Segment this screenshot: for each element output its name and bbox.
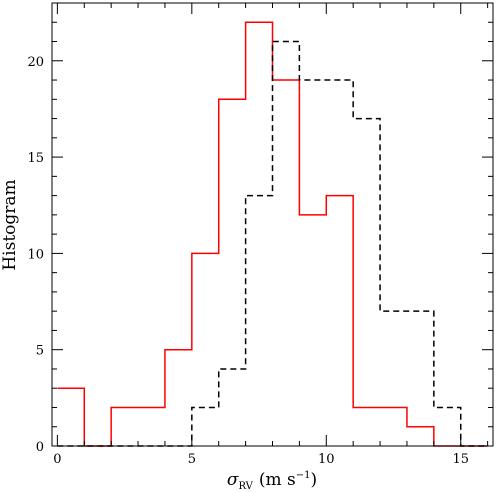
- y-tick-label: 15: [27, 151, 44, 166]
- y-tick-label: 0: [36, 440, 44, 455]
- histogram-series-2: [57, 40, 488, 447]
- y-axis-label: Histogram: [0, 179, 20, 270]
- x-axis-label-subscript: RV: [238, 481, 253, 492]
- histogram-series-1: [57, 21, 488, 447]
- x-tick-label: 5: [188, 452, 196, 467]
- x-axis-label-units: (m s: [259, 470, 296, 490]
- axes: 0 5 10 15 0 5 10 15 20: [27, 2, 494, 467]
- y-tick-label: 20: [27, 55, 44, 70]
- x-axis-label: σRV (m s−1): [227, 470, 317, 492]
- x-tick-label: 0: [53, 452, 61, 467]
- y-tick-label: 5: [36, 344, 44, 359]
- x-axis-label-symbol: σ: [227, 470, 239, 490]
- plot-area: [57, 21, 488, 447]
- x-tick-label: 15: [452, 452, 469, 467]
- y-tick-label: 10: [27, 247, 44, 262]
- x-axis-label-exponent: −1: [296, 470, 311, 481]
- x-tick-label: 10: [318, 452, 335, 467]
- x-axis-label-close: ): [311, 470, 318, 490]
